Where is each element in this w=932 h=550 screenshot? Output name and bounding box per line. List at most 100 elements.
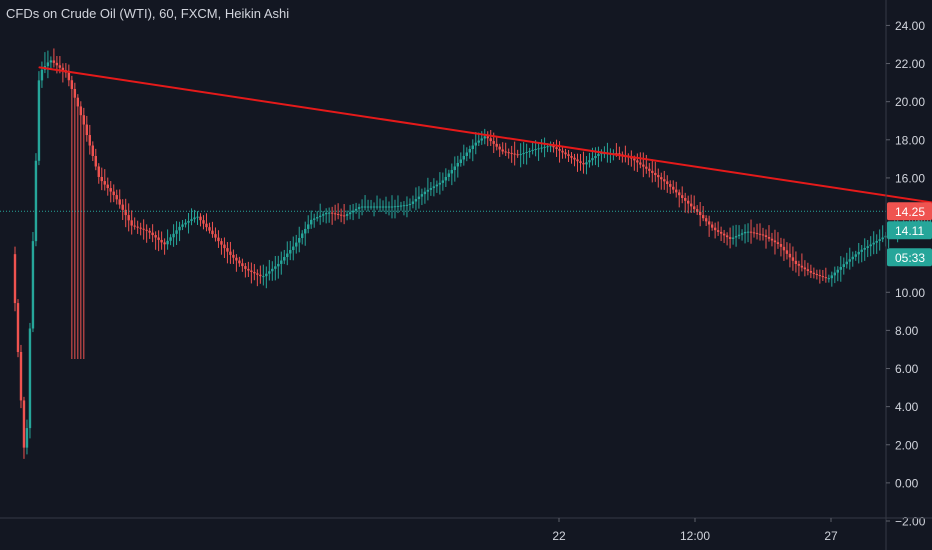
- candle-body: [815, 273, 819, 276]
- candle-body: [477, 140, 480, 143]
- candle-body: [235, 257, 238, 261]
- candle-body: [713, 227, 717, 231]
- candle-body: [645, 166, 648, 169]
- candle-body: [85, 124, 89, 136]
- candle-body: [651, 170, 654, 173]
- candle-body: [486, 136, 489, 139]
- candle-body: [112, 191, 115, 196]
- candle-body: [127, 215, 130, 221]
- candle-body: [704, 218, 708, 222]
- current-price-tag: 14.25: [895, 205, 925, 219]
- candle-body: [716, 230, 720, 232]
- candle-body: [91, 145, 94, 156]
- candle-body: [247, 268, 250, 271]
- candle-body: [507, 152, 510, 154]
- candle-body: [764, 235, 768, 238]
- candle-body: [229, 251, 232, 255]
- candle-body: [214, 234, 217, 238]
- price-tick-label: 8.00: [895, 324, 919, 338]
- candle-body: [770, 238, 774, 241]
- candle-body: [318, 215, 322, 218]
- candle-body: [474, 142, 477, 146]
- trend-drawings[interactable]: [38, 66, 932, 366]
- candle-body: [259, 274, 262, 277]
- candle-body: [869, 244, 872, 247]
- candle-body: [405, 204, 409, 206]
- candle-body: [432, 186, 436, 189]
- candle-body: [333, 213, 337, 215]
- candle-body: [561, 150, 564, 153]
- candle-body: [707, 221, 711, 225]
- candle-body: [537, 148, 540, 150]
- candle-body: [630, 157, 633, 159]
- time-tick-label: 27: [824, 529, 838, 543]
- candle-body: [773, 240, 777, 243]
- price-axis[interactable]: 24.00 22.00 20.00 18.00 16.00 10.00 8.00 6.00 4.…: [885, 0, 932, 550]
- candle-body: [522, 153, 525, 155]
- candle-body: [848, 259, 851, 262]
- candle-body: [136, 226, 139, 228]
- last-price-tag: 14.11: [895, 224, 924, 238]
- main-downtrend-line[interactable]: [38, 66, 932, 267]
- candle-body: [701, 215, 705, 219]
- candle-body: [450, 169, 454, 174]
- candle-body: [504, 151, 507, 153]
- candle-body: [863, 247, 866, 250]
- candle-body: [310, 219, 313, 225]
- candle-body: [241, 263, 244, 267]
- candle-body: [648, 168, 651, 171]
- candle-body: [223, 244, 226, 249]
- candle-body: [812, 272, 816, 274]
- candle-body: [453, 166, 457, 170]
- candle-body: [366, 206, 370, 208]
- price-tick-label: 18.00: [895, 133, 925, 147]
- candle-body: [76, 97, 80, 107]
- candle-body: [256, 273, 259, 275]
- candle-body: [100, 176, 103, 182]
- candle-body: [378, 206, 382, 208]
- candle-body: [121, 204, 124, 210]
- candle-body: [567, 154, 570, 156]
- candle-body: [588, 160, 591, 163]
- candle-body: [271, 268, 274, 272]
- candle-body: [360, 206, 364, 208]
- candle-body: [525, 151, 528, 154]
- candle-body: [558, 149, 561, 151]
- candle-body: [19, 352, 23, 401]
- candle-body: [657, 175, 660, 178]
- candle-body: [408, 203, 412, 205]
- candle-body: [687, 200, 690, 204]
- candle-body: [196, 216, 199, 218]
- candle-body: [384, 206, 388, 208]
- candle-body: [363, 206, 367, 208]
- candle-body: [836, 269, 839, 273]
- candle-body: [597, 153, 600, 156]
- candle-body: [681, 195, 684, 198]
- candle-body: [519, 154, 522, 156]
- candle-body: [513, 153, 516, 155]
- candle-body: [88, 135, 91, 146]
- candle-body: [61, 67, 65, 71]
- candle-body: [420, 194, 424, 197]
- candlestick-series: [0, 48, 932, 459]
- candle-body: [752, 232, 756, 234]
- candle-body: [684, 197, 687, 201]
- candle-body: [444, 176, 448, 181]
- candle-body: [794, 260, 798, 265]
- candle-body: [193, 217, 196, 220]
- candle-body: [369, 206, 373, 208]
- candle-body: [663, 179, 666, 182]
- candle-body: [67, 72, 71, 81]
- candle-body: [618, 153, 621, 155]
- candle-body: [169, 237, 172, 241]
- candle-body: [543, 146, 546, 148]
- candle-body: [354, 208, 358, 211]
- candle-body: [426, 189, 430, 192]
- candle-body: [806, 269, 810, 271]
- candle-body: [97, 166, 100, 177]
- candle-body: [34, 160, 38, 242]
- candle-body: [782, 246, 786, 251]
- candle-body: [342, 215, 346, 217]
